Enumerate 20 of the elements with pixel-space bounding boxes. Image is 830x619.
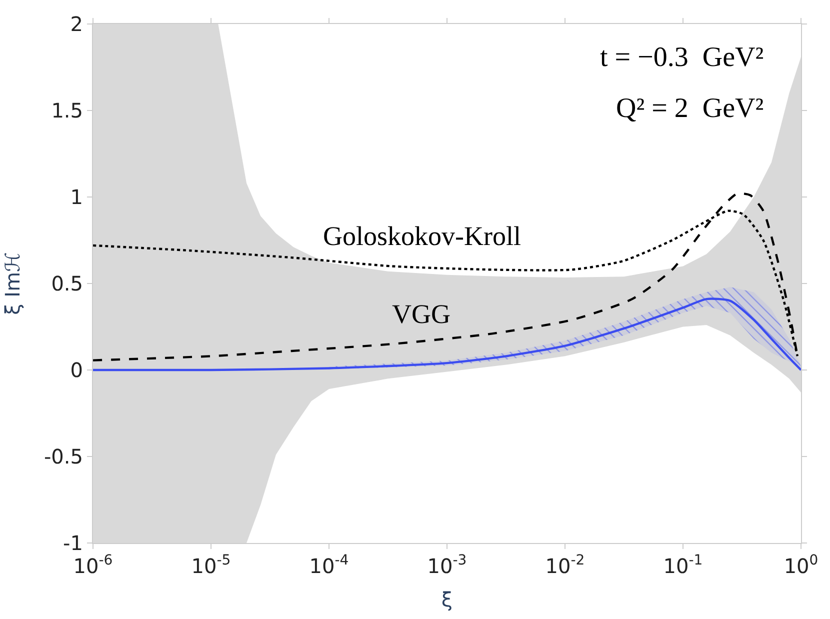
x-tick-label: 10$^{-4}$: [309, 552, 349, 578]
y-tick-label: 2: [70, 12, 83, 36]
y-tick-label: 0: [70, 358, 83, 382]
y-axis-title: ξ Imℋ: [0, 252, 24, 315]
y-tick-label: 0.5: [51, 272, 83, 296]
x-tick-label: 10$^{-1}$: [663, 552, 703, 578]
x-tick-label: 10$^{-6}$: [73, 552, 113, 578]
y-tick-label: 1.5: [51, 98, 83, 122]
series-label: Goloskokov-Kroll: [323, 221, 521, 251]
annotation: Q² = 2 GeV²: [616, 93, 764, 124]
series-label: VGG: [392, 299, 450, 329]
y-tick-label: -1: [63, 531, 83, 555]
x-tick-label: 10$^{-3}$: [427, 552, 467, 578]
annotation: t = −0.3 GeV²: [600, 42, 764, 73]
x-tick-label: 10$^{-5}$: [191, 552, 231, 578]
x-tick-label: 10$^{0}$: [784, 552, 818, 578]
y-tick-label: -0.5: [44, 444, 83, 468]
x-axis-title: ξ: [441, 588, 453, 612]
x-tick-label: 10$^{-2}$: [545, 552, 585, 578]
y-tick-label: 1: [70, 185, 83, 209]
